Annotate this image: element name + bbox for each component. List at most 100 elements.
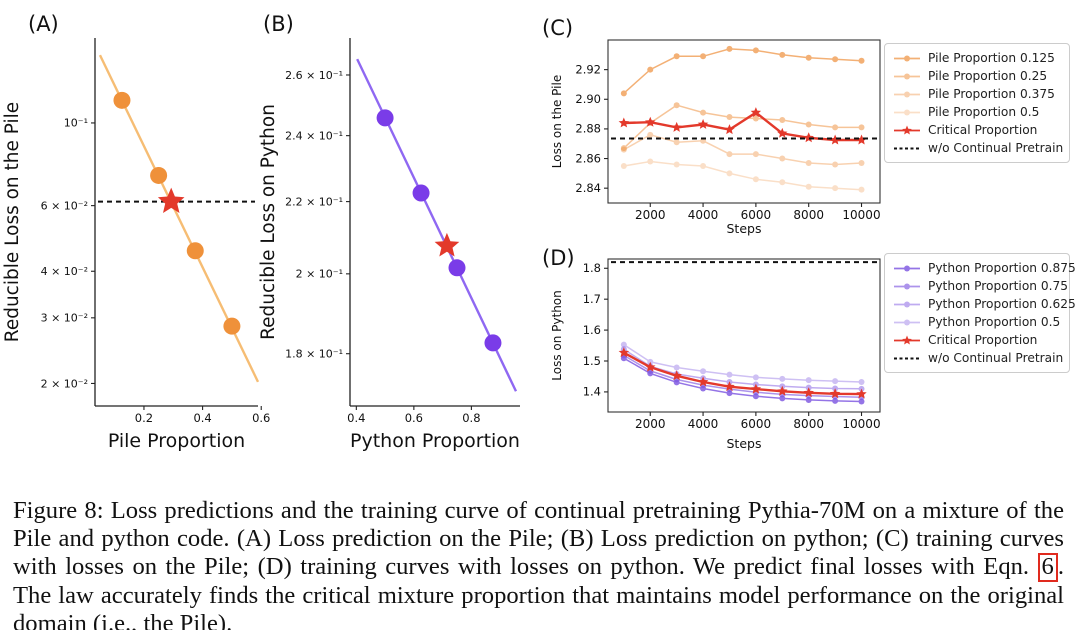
svg-text:Reducible Loss on Python: Reducible Loss on Python — [258, 104, 279, 340]
legend-swatch-dot-icon — [894, 91, 920, 97]
legend-item: Critical Proportion — [892, 331, 1062, 349]
svg-text:1.4: 1.4 — [583, 385, 601, 399]
svg-text:Python Proportion: Python Proportion — [350, 430, 520, 452]
svg-text:0.8: 0.8 — [462, 411, 480, 425]
legend-label: Python Proportion 0.875 — [928, 261, 1076, 275]
panel-d-legend: Python Proportion 0.875 Python Proportion… — [884, 253, 1076, 373]
svg-text:2.2 × 10⁻¹: 2.2 × 10⁻¹ — [285, 195, 343, 208]
plot-frame — [607, 258, 881, 413]
svg-text:Steps: Steps — [727, 221, 762, 236]
legend-swatch-dot-icon — [894, 73, 920, 79]
legend-swatch-star-icon — [894, 335, 920, 344]
panel-a-label: (A) — [28, 12, 59, 36]
svg-text:0.4: 0.4 — [193, 411, 211, 425]
svg-text:0.6: 0.6 — [252, 411, 270, 425]
svg-text:4000: 4000 — [688, 417, 719, 431]
svg-text:2.6 × 10⁻¹: 2.6 × 10⁻¹ — [285, 69, 343, 82]
equation-ref-link[interactable]: 6 — [1037, 553, 1058, 582]
svg-text:2000: 2000 — [635, 417, 666, 431]
legend-item: Python Proportion 0.625 — [892, 295, 1076, 313]
svg-text:1.8 × 10⁻¹: 1.8 × 10⁻¹ — [285, 348, 343, 361]
legend-label: Python Proportion 0.5 — [928, 315, 1061, 329]
svg-text:Steps: Steps — [727, 436, 762, 451]
legend-label: Pile Proportion 0.125 — [928, 51, 1055, 65]
legend-item: Critical Proportion — [892, 121, 1062, 139]
svg-text:10000: 10000 — [842, 208, 880, 222]
data-point — [412, 184, 430, 202]
svg-text:10000: 10000 — [842, 417, 880, 431]
critical-proportion-star — [434, 232, 460, 257]
svg-text:2 × 10⁻¹: 2 × 10⁻¹ — [296, 268, 343, 281]
figure-caption: Figure 8: Loss predictions and the train… — [13, 497, 1064, 630]
legend-swatch-dot-icon — [894, 109, 920, 115]
legend-label: Critical Proportion — [928, 333, 1038, 347]
legend-item: Pile Proportion 0.125 — [892, 49, 1062, 67]
svg-text:Loss on the Pile: Loss on the Pile — [550, 75, 564, 168]
svg-text:2.88: 2.88 — [575, 122, 601, 136]
data-point — [448, 259, 466, 277]
legend-item: Python Proportion 0.5 — [892, 313, 1062, 331]
svg-text:3 × 10⁻²: 3 × 10⁻² — [41, 312, 88, 325]
panel-d-label: (D) — [542, 246, 575, 270]
legend-item: Pile Proportion 0.25 — [892, 67, 1062, 85]
legend-item: Python Proportion 0.875 — [892, 259, 1076, 277]
caption-text-before-ref: Figure 8: Loss predictions and the train… — [13, 496, 1064, 581]
data-point — [223, 317, 241, 335]
legend-label: w/o Continual Pretrain — [928, 141, 1064, 155]
data-point — [150, 166, 168, 184]
svg-text:2.86: 2.86 — [575, 151, 601, 165]
panel-d-plot: 2000 4000 6000 8000 10000 1.4 1.5 1.6 1.7 1.8 Step… — [550, 258, 881, 451]
series-pile-proportion-0-25 — [620, 102, 865, 152]
legend-swatch-dot-icon — [894, 55, 920, 61]
legend-item: w/o Continual Pretrain — [892, 139, 1064, 157]
svg-text:2.84: 2.84 — [575, 181, 601, 195]
legend-item: Pile Proportion 0.5 — [892, 103, 1062, 121]
legend-label: Pile Proportion 0.25 — [928, 69, 1048, 83]
legend-label: Pile Proportion 0.5 — [928, 105, 1040, 119]
svg-text:2.90: 2.90 — [575, 92, 601, 106]
svg-text:6000: 6000 — [741, 208, 772, 222]
panel-c-plot: 2000 4000 6000 8000 10000 2.84 2.86 2.88 2.90 2.9… — [550, 39, 881, 236]
svg-text:4 × 10⁻²: 4 × 10⁻² — [41, 265, 88, 278]
legend-swatch-dot-icon — [894, 301, 920, 307]
legend-swatch-dash-icon — [894, 357, 920, 359]
legend-swatch-dash-icon — [894, 147, 920, 149]
svg-text:2000: 2000 — [635, 208, 666, 222]
svg-text:0.6: 0.6 — [405, 411, 423, 425]
legend-swatch-dot-icon — [894, 319, 920, 325]
data-point — [484, 334, 502, 352]
svg-text:8000: 8000 — [793, 417, 824, 431]
svg-text:1.5: 1.5 — [583, 354, 601, 368]
svg-text:1.7: 1.7 — [583, 292, 601, 306]
svg-text:Loss on Python: Loss on Python — [550, 290, 564, 381]
svg-text:10⁻¹: 10⁻¹ — [64, 117, 88, 130]
svg-text:2 × 10⁻²: 2 × 10⁻² — [41, 377, 88, 390]
plot-frame — [607, 39, 881, 204]
legend-swatch-star-icon — [894, 125, 920, 134]
svg-text:0.4: 0.4 — [347, 411, 365, 425]
legend-item: Python Proportion 0.75 — [892, 277, 1068, 295]
data-point — [186, 242, 204, 260]
panel-a-plot: 0.2 0.4 0.6 10⁻¹ 6 × 10⁻² 4 × 10⁻² 3 × 10⁻² 2 ×… — [2, 38, 270, 452]
legend-label: w/o Continual Pretrain — [928, 351, 1064, 365]
svg-text:Reducible Loss on the Pile: Reducible Loss on the Pile — [2, 102, 23, 342]
svg-text:6 × 10⁻²: 6 × 10⁻² — [41, 199, 88, 212]
svg-text:4000: 4000 — [688, 208, 719, 222]
legend-item: w/o Continual Pretrain — [892, 349, 1064, 367]
panel-c-legend: Pile Proportion 0.125 Pile Proportion 0.2… — [884, 43, 1070, 163]
series-pile-proportion-0-375 — [620, 131, 865, 168]
caption-text-after-ref: . The law accurately finds the critical … — [13, 553, 1064, 630]
svg-text:2.92: 2.92 — [575, 62, 601, 76]
legend-label: Python Proportion 0.75 — [928, 279, 1069, 293]
figure-charts: 0.2 0.4 0.6 10⁻¹ 6 × 10⁻² 4 × 10⁻² 3 × 10⁻² 2 ×… — [2, 38, 881, 452]
svg-text:Pile Proportion: Pile Proportion — [108, 430, 245, 452]
panel-b-plot: 0.4 0.6 0.8 2.6 × 10⁻¹ 2.4 × 10⁻¹ 2.2 × 10⁻¹ 2… — [258, 38, 520, 452]
svg-text:1.8: 1.8 — [583, 261, 601, 275]
legend-label: Python Proportion 0.625 — [928, 297, 1076, 311]
series-critical-proportion — [618, 347, 867, 399]
svg-text:0.2: 0.2 — [135, 411, 153, 425]
panel-c-label: (C) — [542, 16, 574, 40]
legend-label: Pile Proportion 0.375 — [928, 87, 1055, 101]
svg-text:1.6: 1.6 — [583, 323, 601, 337]
series-pile-proportion-0-5 — [620, 158, 865, 193]
